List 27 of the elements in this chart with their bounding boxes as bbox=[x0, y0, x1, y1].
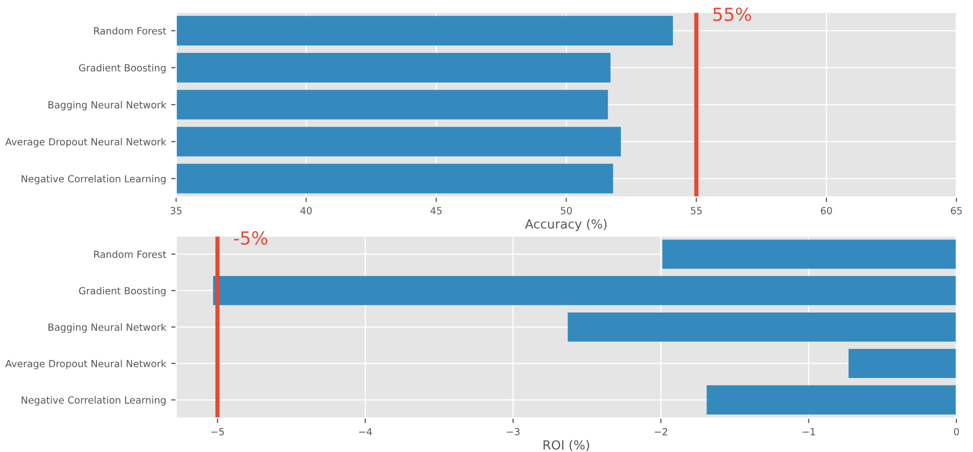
x-tick-label: −5 bbox=[211, 428, 224, 436]
x-tick-label: −3 bbox=[506, 428, 520, 436]
x-tick-label: 40 bbox=[300, 206, 312, 214]
x-tick-label: 0 bbox=[954, 428, 959, 436]
ref-line-label: 55% bbox=[713, 7, 752, 22]
x-tick-label: 45 bbox=[430, 207, 442, 214]
y-tick-label: Average Dropout Neural Network bbox=[5, 360, 166, 370]
x-tick-label: −4 bbox=[359, 428, 372, 436]
x-axis-title: ROI (%) bbox=[544, 440, 590, 452]
x-axis-title: Accuracy (%) bbox=[525, 218, 607, 232]
x-tick-label: 35 bbox=[170, 206, 182, 214]
ref-line-label: -5% bbox=[234, 231, 268, 245]
y-tick-label: Bagging Neural Network bbox=[48, 323, 166, 333]
y-tick-label: Gradient Boosting bbox=[79, 64, 166, 74]
y-tick-label: Random Forest bbox=[94, 250, 166, 258]
y-tick-label: Average Dropout Neural Network bbox=[5, 138, 166, 148]
y-tick-label: Negative Correlation Learning bbox=[22, 396, 166, 406]
x-tick-label: −1 bbox=[802, 428, 815, 436]
y-tick-label: Bagging Neural Network bbox=[48, 100, 166, 110]
x-tick-label: 65 bbox=[950, 206, 962, 214]
y-tick-label: Gradient Boosting bbox=[79, 286, 166, 296]
y-tick-label: Negative Correlation Learning bbox=[22, 174, 166, 184]
x-tick-label: 50 bbox=[560, 206, 572, 214]
x-tick-label: 60 bbox=[820, 206, 832, 214]
x-tick-label: −2 bbox=[654, 428, 668, 436]
y-tick-label: Random Forest bbox=[94, 26, 166, 35]
x-tick-label: 55 bbox=[690, 207, 702, 214]
